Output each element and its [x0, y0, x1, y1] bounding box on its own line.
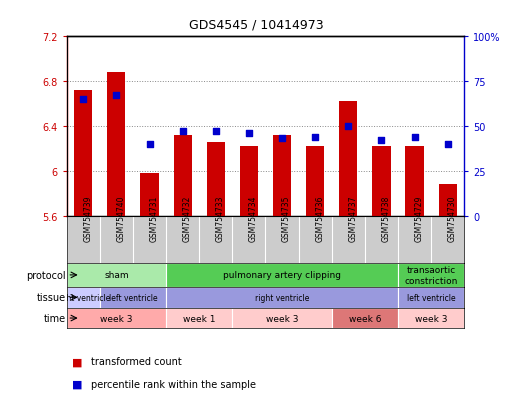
Bar [405, 147, 424, 216]
Text: GSM754736: GSM754736 [315, 195, 324, 242]
Text: GSM754730: GSM754730 [448, 195, 457, 242]
Text: GSM754740: GSM754740 [116, 195, 125, 242]
Text: protocol: protocol [26, 270, 66, 280]
Bar [67, 263, 166, 287]
Text: right ventricle: right ventricle [255, 293, 309, 302]
Point [112, 93, 121, 100]
Text: percentile rank within the sample: percentile rank within the sample [91, 379, 256, 389]
Bar [166, 308, 232, 328]
Bar [273, 135, 291, 216]
Bar [398, 287, 464, 308]
Point [278, 136, 286, 142]
Text: week 3: week 3 [415, 314, 447, 323]
Bar [339, 102, 358, 216]
Point [344, 123, 352, 130]
Text: GSM754734: GSM754734 [249, 195, 258, 242]
Point [245, 131, 253, 137]
Point [410, 134, 419, 140]
Text: week 3: week 3 [100, 314, 133, 323]
Bar [74, 91, 92, 216]
Bar [166, 263, 398, 287]
Bar [67, 308, 166, 328]
Text: time: time [44, 313, 66, 323]
Text: GSM754732: GSM754732 [183, 195, 192, 242]
Text: pulmonary artery clipping: pulmonary artery clipping [223, 271, 341, 280]
Point [378, 138, 386, 144]
Point [444, 141, 452, 148]
Bar [107, 73, 126, 216]
Text: week 1: week 1 [183, 314, 215, 323]
Bar [173, 135, 192, 216]
Bar [166, 287, 398, 308]
Bar [232, 308, 332, 328]
Bar [240, 147, 258, 216]
Bar [398, 263, 464, 287]
Point [212, 128, 220, 135]
Text: GSM754729: GSM754729 [415, 195, 424, 242]
Text: transaortic
constriction: transaortic constriction [404, 266, 458, 285]
Text: transformed count: transformed count [91, 356, 182, 366]
Point [79, 97, 87, 103]
Text: right ventricle: right ventricle [56, 293, 110, 302]
Bar [100, 287, 166, 308]
Bar [439, 185, 457, 216]
Text: ■: ■ [72, 379, 82, 389]
Text: tissue: tissue [37, 292, 66, 303]
Point [145, 141, 153, 148]
Bar [67, 287, 100, 308]
Text: ■: ■ [72, 356, 82, 366]
Text: GSM754737: GSM754737 [348, 195, 358, 242]
Bar [306, 147, 324, 216]
Bar [207, 142, 225, 216]
Text: GSM754739: GSM754739 [83, 195, 92, 242]
Text: week 3: week 3 [266, 314, 298, 323]
Bar [332, 308, 398, 328]
Bar [398, 308, 464, 328]
Text: week 6: week 6 [349, 314, 381, 323]
Bar [372, 147, 390, 216]
Text: GSM754731: GSM754731 [149, 195, 159, 242]
Text: left ventricle: left ventricle [109, 293, 157, 302]
Point [311, 134, 319, 140]
Text: left ventricle: left ventricle [407, 293, 456, 302]
Bar [141, 173, 159, 216]
Text: GSM754735: GSM754735 [282, 195, 291, 242]
Point [179, 128, 187, 135]
Text: sham: sham [104, 271, 129, 280]
Text: GSM754733: GSM754733 [216, 195, 225, 242]
Text: GSM754738: GSM754738 [382, 195, 390, 242]
Text: GDS4545 / 10414973: GDS4545 / 10414973 [189, 19, 324, 31]
